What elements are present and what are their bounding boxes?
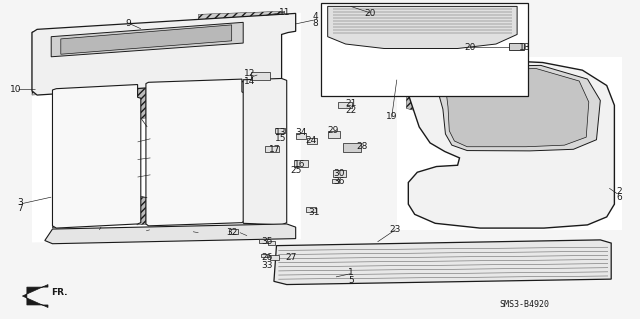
Polygon shape — [402, 60, 614, 228]
Polygon shape — [244, 80, 256, 119]
Text: 7: 7 — [18, 204, 23, 213]
Polygon shape — [406, 63, 419, 110]
Text: 31: 31 — [308, 208, 319, 217]
Text: 9: 9 — [125, 19, 131, 28]
Polygon shape — [52, 89, 61, 130]
Text: 14: 14 — [244, 77, 255, 86]
Polygon shape — [52, 85, 141, 228]
Polygon shape — [146, 79, 244, 226]
Polygon shape — [229, 229, 238, 234]
Polygon shape — [261, 254, 269, 257]
Polygon shape — [294, 160, 308, 167]
Polygon shape — [32, 13, 296, 95]
Text: 22: 22 — [345, 106, 356, 115]
Polygon shape — [32, 31, 48, 95]
Polygon shape — [268, 241, 275, 245]
Polygon shape — [137, 197, 146, 225]
Text: 23: 23 — [390, 225, 401, 234]
Text: 32: 32 — [226, 228, 237, 237]
Polygon shape — [445, 69, 589, 147]
Text: 24: 24 — [305, 136, 317, 145]
Text: 10: 10 — [10, 85, 21, 94]
Text: 25: 25 — [290, 166, 301, 175]
Polygon shape — [274, 240, 611, 285]
Polygon shape — [51, 22, 243, 57]
Text: 1: 1 — [348, 268, 353, 277]
Text: 18: 18 — [519, 43, 531, 52]
Text: 20: 20 — [364, 9, 376, 18]
Polygon shape — [343, 143, 361, 152]
Polygon shape — [45, 224, 296, 244]
Polygon shape — [251, 72, 270, 80]
Polygon shape — [509, 43, 524, 50]
Text: 29: 29 — [327, 126, 339, 135]
Polygon shape — [333, 5, 358, 12]
Text: 30: 30 — [333, 169, 345, 178]
Text: 35: 35 — [262, 237, 273, 246]
Polygon shape — [61, 25, 232, 54]
Text: 21: 21 — [345, 99, 356, 108]
Text: 27: 27 — [285, 253, 296, 262]
Polygon shape — [22, 285, 48, 308]
Polygon shape — [397, 57, 622, 230]
Polygon shape — [137, 85, 146, 119]
Polygon shape — [328, 6, 517, 48]
Polygon shape — [244, 191, 256, 224]
Text: 4: 4 — [312, 12, 317, 21]
Polygon shape — [265, 146, 279, 152]
Text: 33: 33 — [262, 261, 273, 270]
Text: 17: 17 — [269, 145, 281, 154]
Polygon shape — [306, 207, 316, 212]
Polygon shape — [52, 188, 61, 228]
Polygon shape — [296, 133, 306, 139]
Polygon shape — [259, 239, 267, 243]
Text: 2: 2 — [617, 187, 622, 196]
Polygon shape — [338, 102, 352, 108]
Text: 19: 19 — [386, 112, 397, 121]
Polygon shape — [307, 138, 317, 144]
Polygon shape — [243, 78, 287, 225]
Polygon shape — [328, 131, 340, 138]
Text: 5: 5 — [348, 276, 353, 285]
Text: FR.: FR. — [51, 288, 67, 297]
Text: 6: 6 — [617, 193, 622, 202]
Polygon shape — [332, 179, 339, 183]
Text: 3: 3 — [18, 198, 23, 207]
Polygon shape — [321, 3, 528, 96]
Text: 12: 12 — [244, 69, 255, 78]
Text: 36: 36 — [333, 177, 345, 186]
Text: 26: 26 — [262, 253, 273, 262]
Text: 11: 11 — [279, 8, 291, 17]
Polygon shape — [32, 13, 301, 242]
Text: 16: 16 — [294, 160, 305, 169]
Polygon shape — [198, 11, 285, 22]
Text: 15: 15 — [275, 134, 286, 143]
Text: 34: 34 — [295, 128, 307, 137]
Text: 20: 20 — [465, 43, 476, 52]
Text: SMS3-B4920: SMS3-B4920 — [500, 300, 550, 309]
Polygon shape — [333, 170, 346, 177]
Polygon shape — [436, 65, 600, 151]
Text: 8: 8 — [312, 19, 317, 28]
Text: 28: 28 — [356, 142, 367, 151]
Text: 13: 13 — [275, 128, 286, 137]
Polygon shape — [602, 108, 614, 207]
Polygon shape — [275, 128, 285, 133]
Polygon shape — [270, 255, 279, 260]
